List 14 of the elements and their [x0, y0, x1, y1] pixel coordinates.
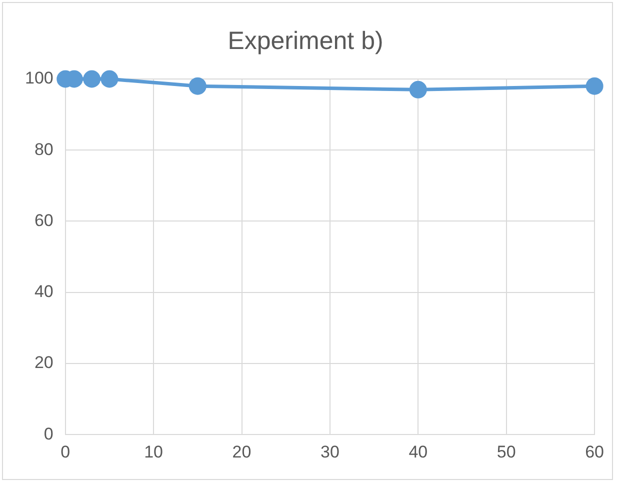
y-tick-label: 80 [34, 140, 54, 159]
y-tick-label: 60 [34, 210, 54, 230]
chart-title: Experiment b) [228, 26, 384, 55]
x-tick-label: 40 [408, 442, 428, 462]
x-tick-label: 30 [320, 442, 340, 462]
y-tick-label: 20 [34, 353, 54, 372]
x-tick-label: 0 [60, 442, 70, 462]
x-tick-label: 10 [144, 442, 164, 462]
y-tick-label: 40 [34, 282, 54, 302]
y-tick-label: 100 [24, 68, 54, 88]
x-tick-label: 60 [585, 442, 604, 462]
x-tick-label: 20 [232, 442, 252, 462]
x-tick-label: 50 [496, 442, 516, 462]
y-tick-label: 0 [44, 424, 54, 444]
